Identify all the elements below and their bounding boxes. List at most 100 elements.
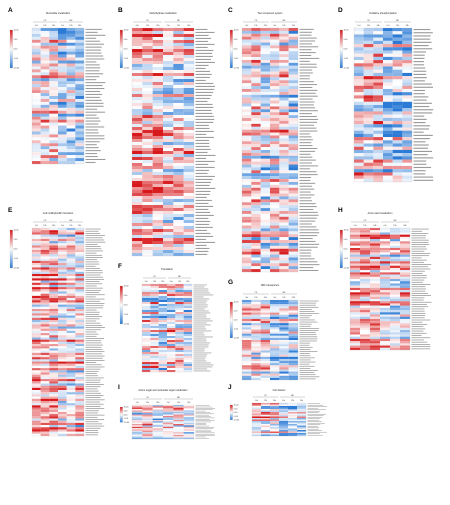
heatmap-cell	[173, 417, 184, 419]
heatmap-cell	[279, 91, 289, 95]
heatmap-cell	[49, 409, 59, 412]
heatmap-cell	[58, 161, 67, 165]
heatmap-cell	[75, 370, 85, 373]
scale-tick-label: 5.00	[344, 239, 348, 241]
heatmap-cell	[251, 234, 261, 238]
row-label	[193, 352, 212, 354]
heatmap-cell	[183, 217, 195, 221]
color-scale-bar	[229, 29, 233, 69]
heatmap-cell	[392, 111, 403, 115]
heatmap-cell	[402, 50, 413, 54]
row-label	[411, 335, 422, 336]
row-label	[195, 217, 209, 219]
heatmap-cell	[142, 342, 151, 345]
heatmap-cell	[132, 178, 143, 182]
heatmap-cell	[152, 196, 164, 200]
heatmap-cell	[279, 433, 289, 435]
heatmap-cell	[142, 73, 153, 77]
heatmap-cell	[370, 325, 381, 328]
heatmap-cell	[66, 381, 76, 384]
heatmap-cell	[370, 290, 381, 293]
heatmap-cell	[142, 428, 153, 430]
heatmap-cell	[402, 156, 413, 160]
group-header: CK	[146, 397, 149, 399]
heatmap-cell	[270, 30, 280, 34]
heatmap-cell	[363, 69, 374, 73]
heatmap-cell	[242, 126, 252, 130]
heatmap-cell	[132, 208, 143, 212]
heatmap-cell	[75, 87, 85, 91]
row-label	[85, 246, 101, 247]
heatmap-cell	[58, 383, 67, 386]
heatmap-cell	[66, 429, 76, 432]
heatmap-cell	[173, 205, 184, 209]
heatmap-cell	[400, 283, 411, 286]
heatmap-cell	[270, 126, 280, 130]
panel-letter: A	[8, 7, 13, 14]
heatmap-cell	[49, 155, 59, 159]
row-label	[413, 112, 433, 114]
heatmap-cell	[49, 337, 59, 340]
heatmap-cell	[288, 403, 298, 405]
heatmap-cell	[152, 433, 164, 435]
heatmap-cell	[75, 96, 85, 100]
heatmap-cell	[66, 72, 76, 76]
heatmap-cell	[392, 60, 403, 64]
heatmap-cell	[270, 363, 280, 366]
heatmap-cell	[167, 304, 176, 307]
heatmap-cell	[360, 256, 371, 260]
heatmap-cell	[400, 343, 411, 346]
heatmap-cell	[279, 304, 289, 307]
heatmap-cell	[390, 296, 401, 300]
heatmap-cell	[373, 88, 384, 93]
heatmap-cell	[49, 81, 59, 85]
heatmap-cell	[297, 433, 307, 435]
heatmap-cell	[58, 354, 67, 358]
heatmap-cell	[152, 52, 164, 56]
row-label	[193, 342, 210, 344]
heatmap-cell	[279, 356, 289, 359]
heatmap-cell	[360, 239, 371, 242]
heatmap-cell	[392, 153, 403, 157]
heatmap-cell	[40, 131, 50, 135]
heatmap-cell	[279, 181, 289, 185]
heatmap-cell	[49, 238, 59, 242]
heatmap-cell	[297, 404, 307, 407]
heatmap-cell	[132, 418, 143, 421]
heatmap-cell	[270, 416, 280, 419]
heatmap-cell	[400, 332, 411, 335]
heatmap-cell	[251, 30, 261, 34]
heatmap-cell	[260, 202, 271, 206]
heatmap-cell	[288, 337, 299, 341]
row-label	[299, 340, 317, 342]
heatmap-cell	[402, 92, 413, 96]
heatmap-cell	[260, 219, 271, 223]
heatmap-cell	[183, 330, 193, 333]
heatmap-cell	[66, 249, 76, 253]
heatmap-cell	[360, 285, 371, 288]
heatmap-cell	[58, 300, 67, 303]
heatmap-cell	[251, 331, 261, 334]
heatmap-cell	[132, 433, 143, 435]
heatmap-cell	[370, 305, 381, 308]
row-label	[195, 151, 208, 153]
heatmap-cell	[242, 164, 252, 168]
row-label	[299, 332, 316, 333]
heatmap-cell	[173, 414, 184, 416]
heatmap-cell	[152, 424, 164, 426]
heatmap-cell	[183, 124, 195, 128]
heatmap-cell	[163, 133, 174, 137]
row-label	[85, 93, 102, 95]
heatmap-cell	[354, 121, 364, 125]
heatmap-cell	[251, 57, 261, 61]
heatmap-cell	[163, 28, 174, 32]
heatmap-cell	[183, 350, 193, 353]
heatmap-cell	[32, 75, 41, 79]
heatmap-cell	[354, 76, 364, 80]
heatmap-cell	[400, 316, 411, 319]
row-label	[299, 197, 312, 199]
heatmap-cell	[270, 80, 280, 84]
heatmap-cell	[242, 219, 252, 223]
heatmap-cell	[288, 269, 299, 273]
